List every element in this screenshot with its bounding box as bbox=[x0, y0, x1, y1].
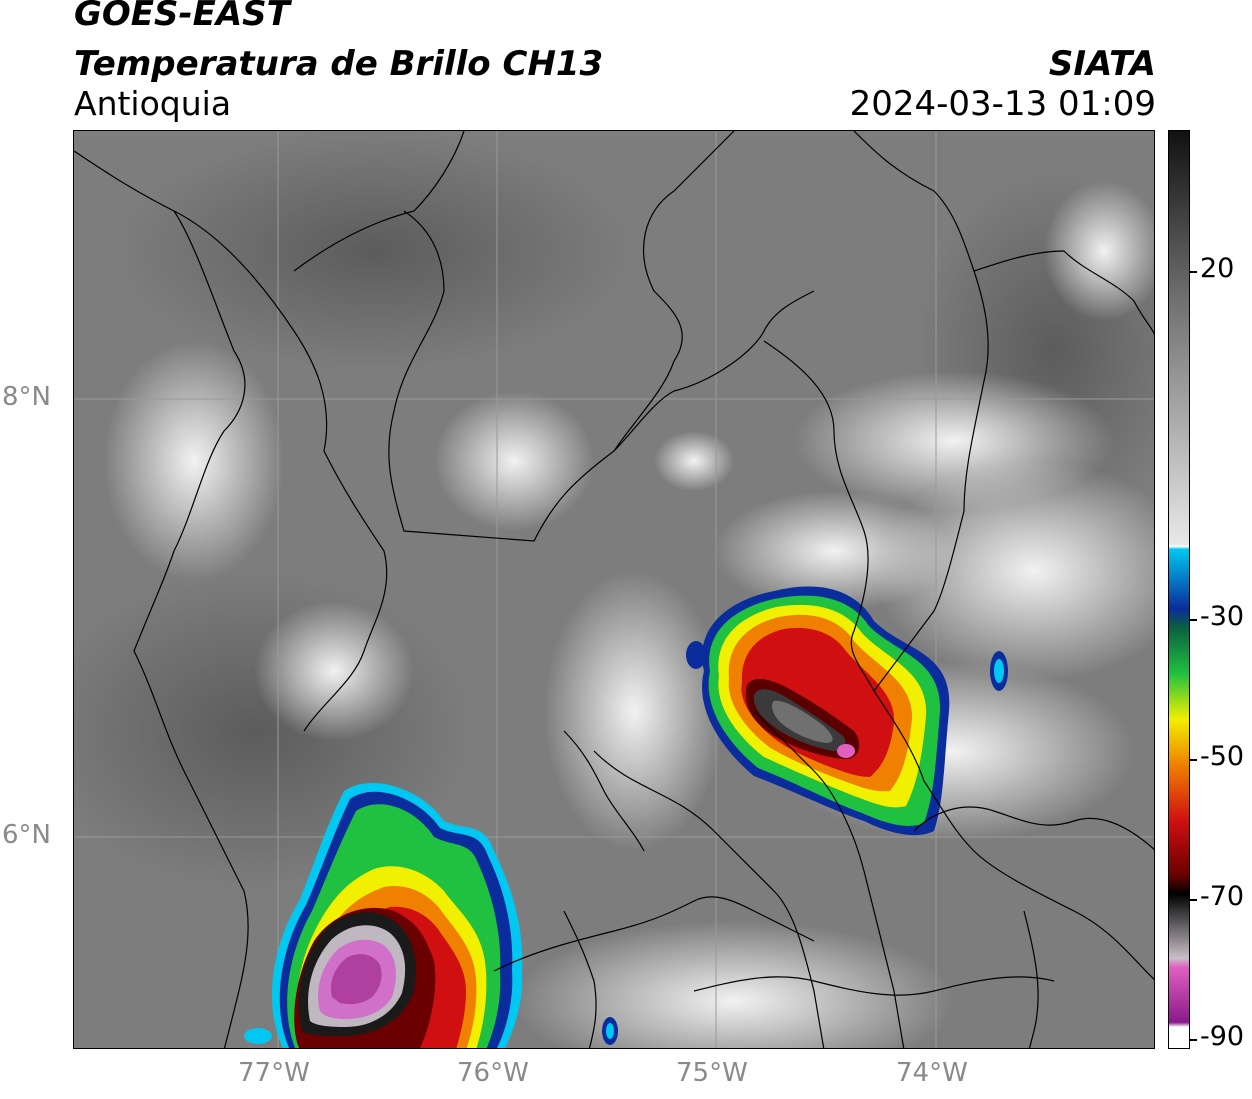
lon-label-74w: 74°W bbox=[896, 1058, 968, 1088]
boundaries bbox=[74, 131, 1154, 1048]
colorbar-tick bbox=[1190, 271, 1197, 273]
storm-cell-east bbox=[686, 586, 1008, 836]
graticule bbox=[74, 131, 1154, 1048]
colorbar-gradient bbox=[1169, 131, 1189, 1048]
lon-label-75w: 75°W bbox=[676, 1058, 748, 1088]
colorbar-label-minus30: -30 bbox=[1200, 601, 1245, 632]
colorbar-tick bbox=[1190, 759, 1197, 761]
colorbar-label-minus70: -70 bbox=[1200, 881, 1245, 912]
colorbar-label-20: 20 bbox=[1200, 253, 1235, 284]
lat-label-8n: 8°N bbox=[2, 382, 51, 412]
satellite-map bbox=[73, 130, 1155, 1049]
satellite-title: GOES-EAST bbox=[74, 0, 290, 34]
lon-label-76w: 76°W bbox=[457, 1058, 529, 1088]
colorbar-tick bbox=[1190, 899, 1197, 901]
storm-cell-west bbox=[244, 783, 618, 1048]
colorbar-label-minus50: -50 bbox=[1200, 741, 1245, 772]
timestamp-label: 2024-03-13 01:09 bbox=[849, 84, 1156, 124]
organization-label: SIATA bbox=[1048, 44, 1156, 84]
lat-label-6n: 6°N bbox=[2, 820, 51, 850]
colorbar-tick bbox=[1190, 1039, 1197, 1041]
colorbar-label-minus90: -90 bbox=[1200, 1021, 1245, 1052]
colorbar bbox=[1168, 130, 1190, 1049]
map-canvas bbox=[74, 131, 1154, 1048]
product-title: Temperatura de Brillo CH13 bbox=[74, 44, 604, 84]
colorbar-tick bbox=[1190, 619, 1197, 621]
region-label: Antioquia bbox=[74, 84, 232, 123]
lon-label-77w: 77°W bbox=[238, 1058, 310, 1088]
